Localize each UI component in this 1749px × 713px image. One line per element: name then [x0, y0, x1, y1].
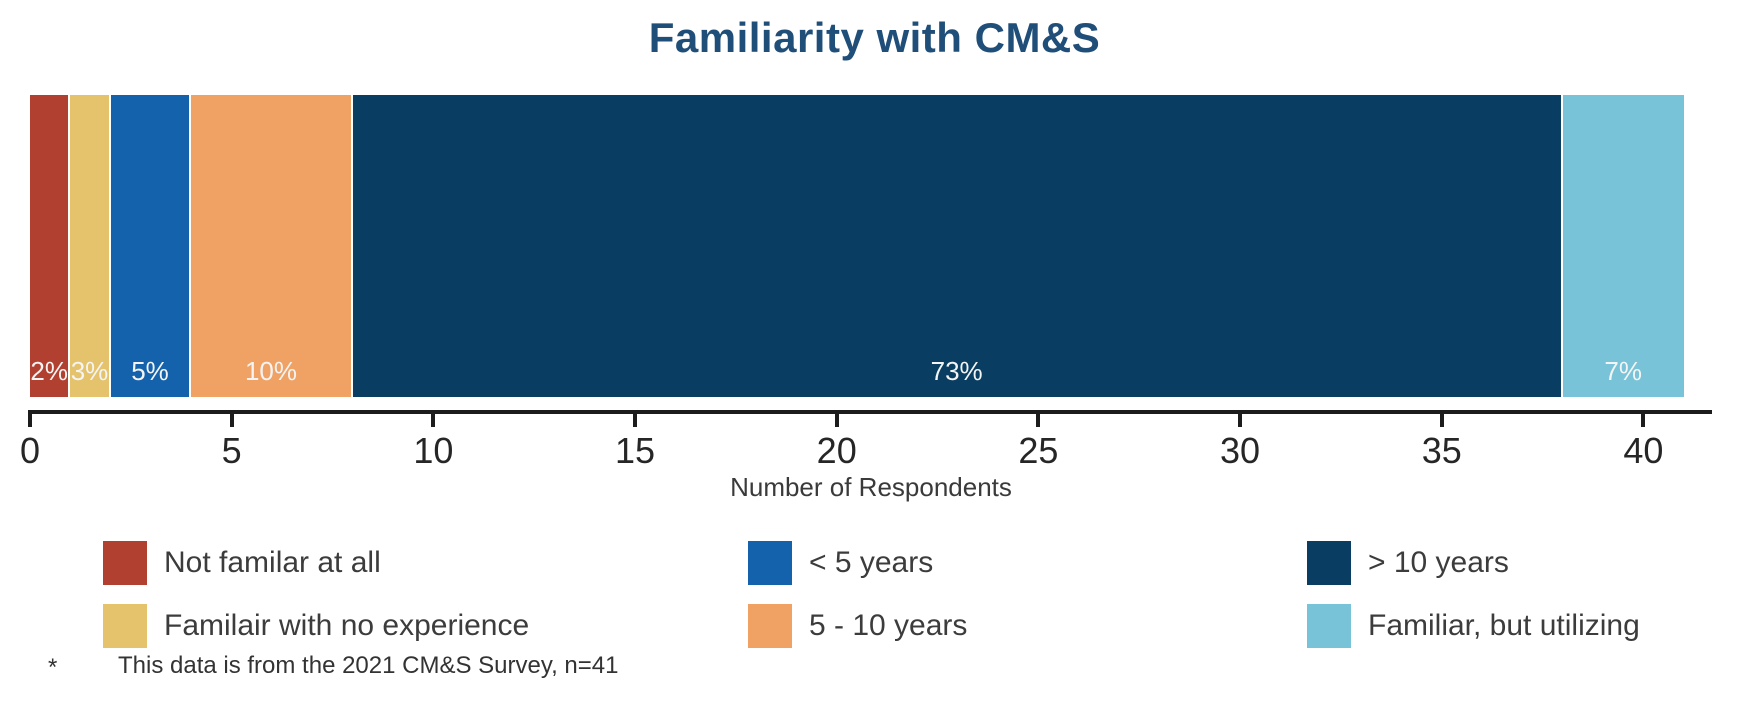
stacked-bar: 2% 3% 5% 10% 73% 7% [30, 95, 1684, 397]
x-axis-tick-label-10: 10 [413, 430, 454, 471]
x-axis-tick-25 [1036, 410, 1041, 427]
legend-swatch-not-familar-at-all [103, 541, 147, 585]
legend: Not familar at all Familair with no exper… [0, 541, 1749, 651]
x-axis-tick-35 [1439, 410, 1444, 427]
legend-item-10-years: > 10 years [1307, 541, 1640, 585]
x-axis-tick-5 [229, 410, 234, 427]
legend-column: > 10 years Familiar, but utilizing [1307, 541, 1640, 648]
x-axis-tick-0 [28, 410, 32, 427]
legend-swatch-5-10-years [748, 604, 792, 648]
legend-label-familiar-but-utilizing: Familiar, but utilizing [1368, 609, 1640, 642]
legend-label-5-years: < 5 years [809, 546, 934, 579]
bar-track: 2% 3% 5% 10% 73% 7% [30, 95, 1712, 397]
footnote-asterisk: * [48, 654, 58, 681]
legend-label-10-years: > 10 years [1368, 546, 1509, 579]
bar-segment-not-familar-at-all: 2% [30, 95, 71, 397]
legend-swatch-familiar-but-utilizing [1307, 604, 1351, 648]
x-axis-tick-label-0: 0 [19, 430, 41, 471]
x-axis-tick-10 [431, 410, 436, 427]
segment-percent-label: 10% [244, 356, 297, 386]
x-axis-tick-30 [1238, 410, 1243, 427]
legend-swatch-5-years [748, 541, 792, 585]
legend-swatch-10-years [1307, 541, 1351, 585]
x-axis-line [30, 410, 1712, 414]
bar-segment-10-years: 73% [352, 95, 1563, 397]
x-axis-tick-label-30: 30 [1220, 430, 1261, 471]
legend-label-familair-with-no-experience: Familair with no experience [164, 609, 530, 642]
x-axis-tick-label-20: 20 [816, 430, 857, 471]
x-axis-tick-label-25: 25 [1018, 430, 1059, 471]
segment-percent-label: 2% [30, 356, 68, 386]
segment-percent-label: 3% [70, 356, 109, 386]
segment-percent-label: 5% [131, 356, 169, 386]
legend-item-not-familar-at-all: Not familar at all [103, 541, 529, 585]
x-axis-tick-20 [834, 410, 839, 427]
x-axis-tick-label-5: 5 [221, 430, 242, 471]
legend-label-5-10-years: 5 - 10 years [809, 609, 968, 642]
legend-item-familiar-but-utilizing: Familiar, but utilizing [1307, 604, 1640, 648]
x-axis-tick-label-40: 40 [1623, 430, 1664, 471]
x-axis-title: Number of Respondents [730, 472, 1012, 502]
chart-title: Familiarity with CM&S [648, 14, 1101, 61]
footnote-text: This data is from the 2021 CM&S Survey, … [118, 652, 619, 679]
bar-segment-familair-with-no-experience: 3% [70, 95, 111, 397]
legend-item-familair-with-no-experience: Familair with no experience [103, 604, 529, 648]
x-axis-tick-label-35: 35 [1421, 430, 1462, 471]
x-axis-tick-40 [1641, 410, 1646, 427]
legend-label-not-familar-at-all: Not familar at all [164, 546, 381, 579]
legend-column: < 5 years 5 - 10 years [748, 541, 967, 648]
segment-percent-label: 73% [930, 356, 983, 386]
x-axis: 0 5 10 15 20 25 30 35 40 [20, 410, 1712, 480]
legend-swatch-familair-with-no-experience [103, 604, 147, 648]
segment-percent-label: 7% [1604, 356, 1642, 386]
bar-segment-5-years: 5% [110, 95, 192, 397]
legend-column: Not familar at all Familair with no exper… [103, 541, 529, 648]
bar-segment-5-10-years: 10% [191, 95, 353, 397]
legend-item-5-10-years: 5 - 10 years [748, 604, 967, 648]
x-axis-tick-15 [633, 410, 638, 427]
bar-segment-familiar-but-utilizing: 7% [1562, 95, 1684, 397]
legend-item-5-years: < 5 years [748, 541, 967, 585]
x-axis-tick-label-15: 15 [615, 430, 656, 471]
